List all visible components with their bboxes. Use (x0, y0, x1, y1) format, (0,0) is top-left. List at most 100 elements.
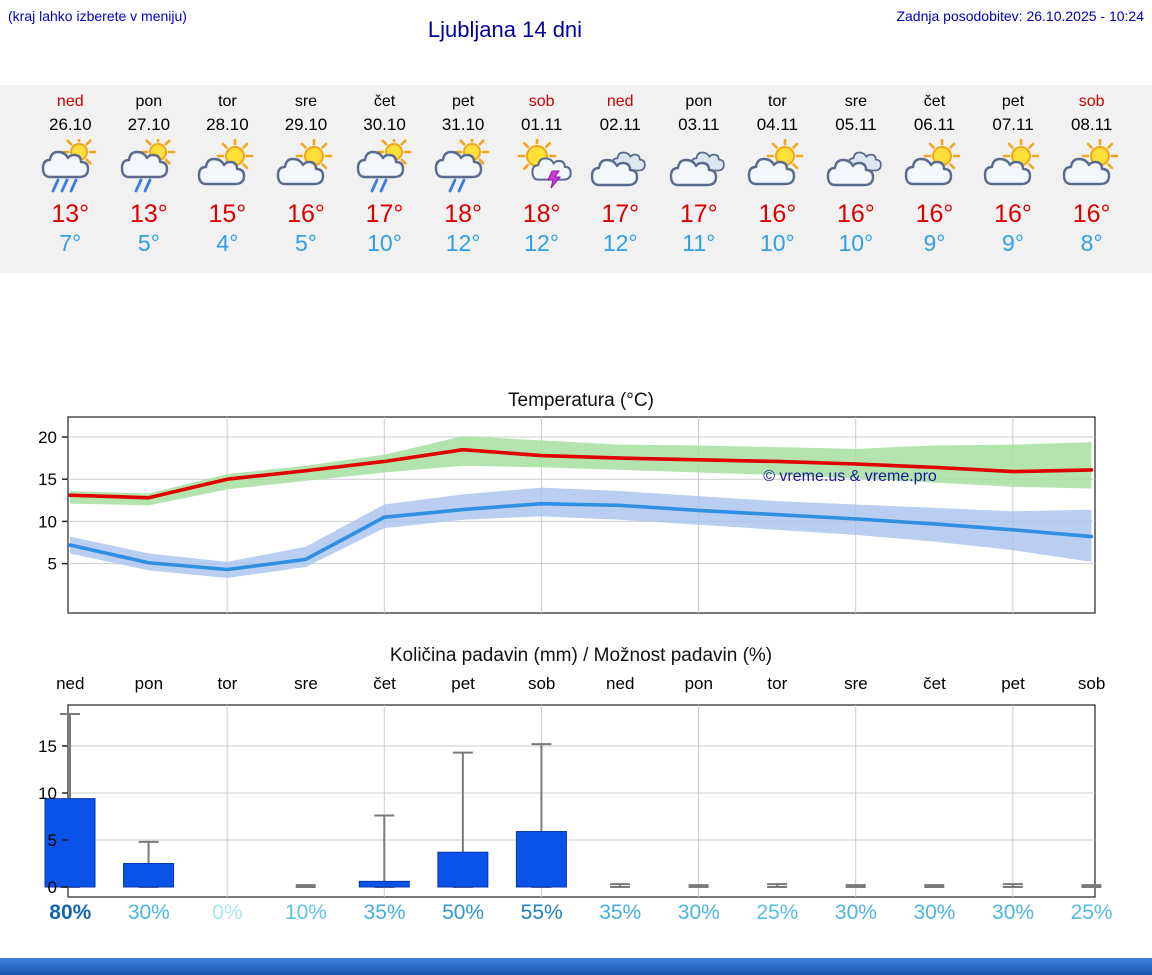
temp-high: 16° (994, 200, 1032, 228)
precip-probability: 30% (127, 901, 170, 924)
day-date: 07.11 (992, 115, 1034, 134)
precip-bar (358, 880, 410, 888)
forecast-day: sob 08.11 16° 8° (1052, 91, 1131, 257)
precip-ytick-label: 15 (38, 737, 57, 756)
temp-low: 9° (923, 230, 946, 256)
sun-thunderstorm-icon (502, 136, 581, 197)
watermark-link[interactable]: © vreme.us & vreme.pro (763, 468, 937, 485)
precip-ytick-label: 10 (38, 784, 57, 803)
precip-probability: 30% (677, 901, 720, 924)
temp-low: 7° (59, 230, 82, 256)
temp-low: 10° (838, 230, 874, 256)
day-name: tor (218, 93, 237, 110)
day-name: sob (1078, 93, 1105, 110)
precip-bar (44, 798, 96, 888)
cloudy-icon (660, 139, 739, 197)
temp-ytick-label: 20 (38, 428, 57, 447)
temp-high: 18° (444, 200, 482, 228)
temp-high: 16° (1072, 200, 1111, 228)
precip-day-label: ned (56, 674, 85, 693)
sun-cloud-rain-icon (345, 134, 424, 197)
cloudy-icon (817, 139, 896, 197)
sun-cloud-heavy-rain-icon (31, 134, 110, 197)
precip-probability: 10% (284, 901, 327, 924)
day-date: 02.11 (599, 115, 641, 134)
day-date: 01.11 (521, 115, 563, 134)
temp-low: 12° (602, 230, 638, 256)
forecast-day: pet 31.10 18° 12° (424, 91, 503, 257)
temp-high: 16° (758, 200, 797, 228)
day-name: sre (294, 93, 318, 110)
temp-high: 16° (287, 200, 325, 228)
temp-low: 11° (682, 230, 716, 256)
temp-ytick-label: 15 (38, 470, 57, 489)
footer-bar (0, 958, 1152, 975)
temp-low: 5° (137, 230, 160, 256)
forecast-day: pon 03.11 17° 11° (660, 91, 739, 257)
temp-high: 17° (601, 200, 640, 228)
precip-probability: 25% (756, 901, 799, 924)
forecast-day: čet 30.10 17° 10° (345, 91, 424, 257)
sun-cloud-icon (895, 137, 974, 197)
day-name: čet (373, 93, 396, 110)
temp-min-line (68, 501, 1094, 572)
precip-probability: 30% (992, 901, 1035, 924)
precip-bar (123, 863, 175, 888)
temp-low: 4° (216, 230, 239, 256)
day-date: 26.10 (49, 115, 92, 134)
precip-day-label: tor (217, 674, 238, 693)
precip-day-label: sob (1077, 674, 1106, 693)
sun-cloud-icon (267, 137, 346, 197)
temp-low: 9° (1002, 230, 1025, 256)
temp-high: 17° (365, 200, 404, 228)
forecast-day: čet 06.11 16° 9° (895, 91, 974, 257)
sun-cloud-icon (974, 137, 1053, 197)
temp-low: 10° (759, 230, 795, 256)
precip-day-label: ned (606, 674, 635, 693)
precip-day-label: čet (373, 674, 396, 693)
temp-low: 5° (294, 230, 317, 256)
precipitation-chart-title: Količina padavin (mm) / Možnost padavin … (389, 645, 773, 666)
sun-cloud-rain-icon (110, 134, 189, 197)
day-date: 31.10 (441, 115, 485, 134)
day-date: 08.11 (1070, 115, 1113, 134)
forecast-day: pet 07.11 16° 9° (974, 91, 1053, 257)
temp-high: 15° (208, 200, 247, 228)
temp-low: 10° (367, 230, 402, 256)
precip-bar (437, 851, 489, 888)
temp-high: 13° (129, 200, 168, 228)
precip-day-label: čet (923, 674, 946, 693)
precip-day-labels: ned pon tor sre čet pet sob ned pon tor sre čet pet s… (31, 674, 1131, 694)
temp-ytick-label: 5 (48, 555, 57, 574)
forecast-day: pon 27.10 13° 5° (110, 91, 189, 257)
day-name: ned (56, 93, 84, 110)
temp-high: 16° (915, 200, 954, 228)
sun-cloud-icon (738, 137, 817, 197)
day-name: pet (1001, 93, 1025, 110)
temp-high: 16° (837, 200, 875, 228)
precip-day-label: tor (767, 674, 788, 693)
temp-high: 13° (51, 200, 90, 228)
precipitation-chart: 0 5 10 15 (38, 704, 1102, 898)
precip-bar (515, 831, 567, 888)
forecast-day: ned 02.11 17° 12° (581, 91, 660, 257)
precip-probability: 25% (1070, 901, 1113, 924)
precip-day-label: pon (134, 674, 164, 693)
temp-max-line (68, 447, 1094, 500)
day-date: 06.11 (913, 115, 956, 134)
day-name: pon (135, 93, 163, 110)
forecast-strip: ned 26.10 13° 7° pon 27.10 13° 5° tor 28.10 15° 4° s… (0, 85, 1152, 273)
forecast-day: ned 26.10 13° 7° (31, 91, 110, 257)
day-name: sre (844, 93, 868, 110)
forecast-day: sre 29.10 16° 5° (267, 91, 346, 257)
day-name: ned (606, 93, 634, 110)
precip-probability: 50% (442, 901, 485, 924)
day-name: čet (923, 93, 946, 110)
temperature-chart-title: Temperatura (°C) (508, 390, 654, 411)
precip-probability: 30% (834, 901, 877, 924)
temp-high: 17° (679, 200, 718, 228)
temperature-chart: 5 10 15 20 © vreme.us & vreme.pro (38, 416, 1096, 614)
day-date: 27.10 (127, 115, 171, 134)
precip-probability: 30% (913, 901, 956, 924)
last-update-label: Zadnja posodobitev: 26.10.2025 - 10:24 (896, 8, 1144, 24)
